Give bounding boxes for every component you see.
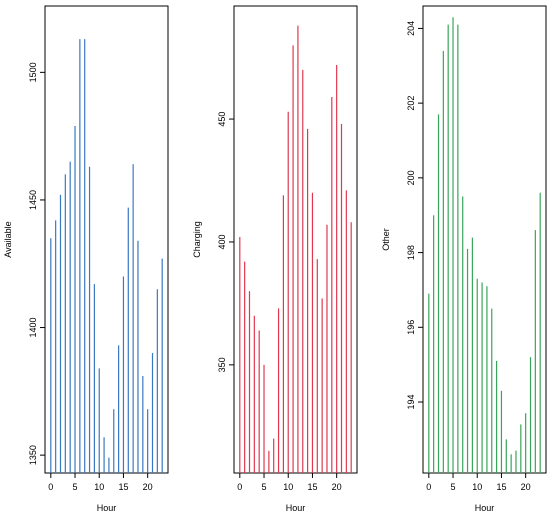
y-tick-label: 1500 (28, 62, 38, 82)
x-tick-label: 20 (332, 482, 342, 492)
y-tick-label: 200 (406, 170, 416, 185)
y-tick-label: 400 (217, 234, 227, 249)
y-tick-label: 202 (406, 96, 416, 111)
x-tick-label: 0 (426, 482, 431, 492)
y-tick-label: 1450 (28, 190, 38, 210)
y-axis-title: Available (3, 221, 13, 257)
y-tick-label: 196 (406, 320, 416, 335)
y-tick-label: 198 (406, 245, 416, 260)
x-tick-label: 20 (521, 482, 531, 492)
y-axis-title: Other (381, 228, 391, 251)
y-tick-label: 1350 (28, 445, 38, 465)
x-tick-label: 5 (451, 482, 456, 492)
x-tick-label: 20 (143, 482, 153, 492)
panel-other: 0 5 10 15 20 194 196 198 200 202 204 Hour Other (381, 5, 547, 513)
y-tick-label: 1400 (28, 318, 38, 338)
y-tick-label: 194 (406, 395, 416, 410)
x-axis-title: Hour (475, 503, 495, 513)
plot-frame (422, 5, 547, 474)
x-tick-label: 10 (472, 482, 482, 492)
x-axis-title: Hour (97, 503, 117, 513)
panel-charging: 0 5 10 15 20 350 400 450 Hour Charging (192, 5, 358, 513)
x-tick-label: 10 (283, 482, 293, 492)
y-tick-label: 204 (406, 21, 416, 36)
x-tick-label: 0 (48, 482, 53, 492)
plot-frame (44, 5, 169, 474)
y-axis-title: Charging (192, 221, 202, 258)
panel-available: 0 5 10 15 20 1350 1400 1450 1500 Hour Available (3, 5, 169, 513)
x-tick-label: 15 (496, 482, 506, 492)
x-axis-title: Hour (286, 503, 306, 513)
plot-frame (233, 5, 358, 474)
x-tick-label: 5 (262, 482, 267, 492)
x-tick-label: 5 (73, 482, 78, 492)
x-tick-label: 10 (94, 482, 104, 492)
y-tick-label: 450 (217, 112, 227, 127)
x-tick-label: 15 (307, 482, 317, 492)
x-tick-label: 15 (118, 482, 128, 492)
y-tick-label: 350 (217, 357, 227, 372)
x-tick-label: 0 (237, 482, 242, 492)
